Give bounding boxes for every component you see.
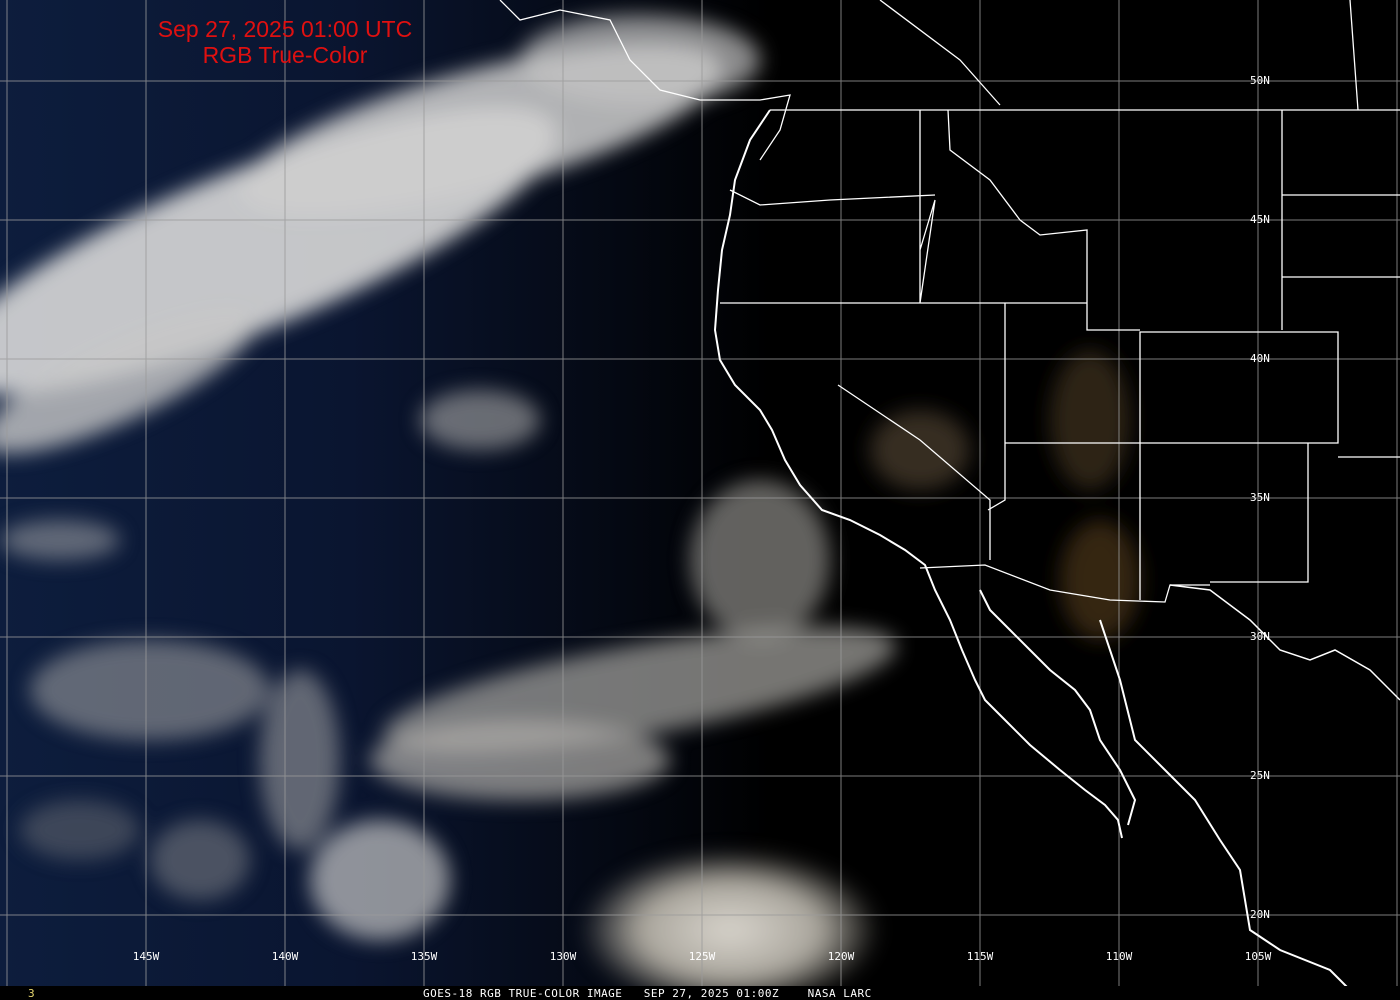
ca-nv-border xyxy=(837,384,991,560)
wa-or-border xyxy=(729,189,936,206)
longitude-label: 110W xyxy=(1105,950,1133,963)
latitude-label: 30N xyxy=(1250,630,1270,643)
us-mexico-border xyxy=(919,564,1210,603)
latitude-label: 45N xyxy=(1250,213,1270,226)
footer-bar xyxy=(0,986,1400,1000)
us-west-coastline xyxy=(713,109,1123,839)
continental-divide-north xyxy=(879,0,1359,111)
frame-number: 3 xyxy=(28,987,35,1000)
bc-coastline xyxy=(499,0,791,161)
nv-border xyxy=(987,303,1006,511)
longitude-label: 120W xyxy=(827,950,855,963)
nm-border xyxy=(1210,443,1309,583)
latitude-label: 40N xyxy=(1250,352,1270,365)
longitude-label: 105W xyxy=(1244,950,1272,963)
longitude-label: 115W xyxy=(966,950,994,963)
longitude-label: 140W xyxy=(271,950,299,963)
longitude-label: 135W xyxy=(410,950,438,963)
timestamp-title: Sep 27, 2025 01:00 UTC xyxy=(157,16,413,42)
cloud-cover xyxy=(0,15,1140,1000)
baja-east-coastline xyxy=(979,589,1137,826)
latitude-label: 25N xyxy=(1250,769,1270,782)
mexico-mainland-coastline xyxy=(1169,584,1400,701)
mexico-pacific-coastline xyxy=(1099,619,1351,991)
product-title: RGB True-Color xyxy=(202,42,368,68)
coastlines-and-borders xyxy=(499,0,1400,991)
montana-border xyxy=(947,109,1140,331)
latitude-label: 50N xyxy=(1250,74,1270,87)
latitude-label: 35N xyxy=(1250,491,1270,504)
idaho-border xyxy=(919,110,936,304)
dakota-border xyxy=(1282,194,1400,278)
latitude-label: 20N xyxy=(1250,908,1270,921)
longitude-label: 125W xyxy=(688,950,716,963)
longitude-label: 145W xyxy=(132,950,160,963)
image-caption: GOES-18 RGB TRUE-COLOR IMAGE SEP 27, 202… xyxy=(423,987,872,1000)
longitude-label: 130W xyxy=(549,950,577,963)
ut-az-border xyxy=(1005,331,1339,600)
